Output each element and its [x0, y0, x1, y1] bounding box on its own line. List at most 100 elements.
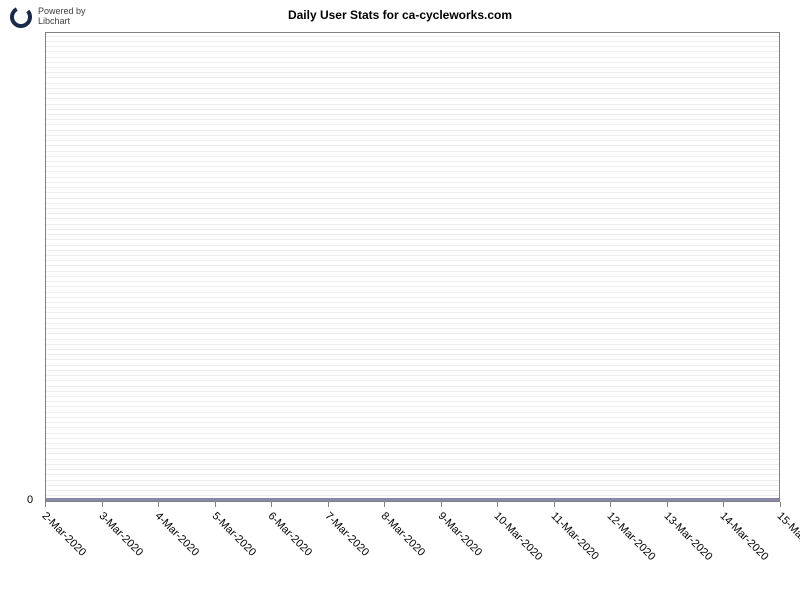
gridline	[46, 265, 779, 266]
gridline	[46, 182, 779, 183]
x-tick-mark	[780, 502, 781, 507]
gridline	[46, 459, 779, 460]
x-tick-label: 10-Mar-2020	[492, 510, 545, 563]
x-tick-mark	[328, 502, 329, 507]
gridline	[46, 318, 779, 319]
x-tick-mark	[45, 502, 46, 507]
gridline	[46, 427, 779, 428]
gridline	[46, 198, 779, 199]
x-tick-mark	[554, 502, 555, 507]
x-tick-label: 5-Mar-2020	[209, 510, 258, 559]
gridline	[46, 260, 779, 261]
x-tick-mark	[271, 502, 272, 507]
gridline	[46, 271, 779, 272]
gridline	[46, 495, 779, 496]
x-tick-label: 3-Mar-2020	[96, 510, 145, 559]
gridline	[46, 57, 779, 58]
gridline	[46, 98, 779, 99]
gridline	[46, 109, 779, 110]
gridline	[46, 156, 779, 157]
gridline	[46, 307, 779, 308]
x-tick-label: 13-Mar-2020	[661, 510, 714, 563]
x-tick-label: 15-Mar-2020	[775, 510, 800, 563]
gridline	[46, 41, 779, 42]
x-tick-label: 4-Mar-2020	[153, 510, 202, 559]
gridline	[46, 380, 779, 381]
gridline	[46, 359, 779, 360]
x-tick-mark	[667, 502, 668, 507]
gridline	[46, 224, 779, 225]
gridline	[46, 480, 779, 481]
gridline	[46, 349, 779, 350]
gridline	[46, 119, 779, 120]
x-tick-label: 14-Mar-2020	[718, 510, 771, 563]
gridline	[46, 328, 779, 329]
gridline	[46, 145, 779, 146]
x-tick-label: 7-Mar-2020	[322, 510, 371, 559]
gridline	[46, 448, 779, 449]
gridline	[46, 323, 779, 324]
gridline	[46, 302, 779, 303]
x-tick-mark	[215, 502, 216, 507]
gridline	[46, 370, 779, 371]
gridline	[46, 192, 779, 193]
x-tick-label: 8-Mar-2020	[379, 510, 428, 559]
gridline	[46, 104, 779, 105]
gridline	[46, 151, 779, 152]
gridline	[46, 292, 779, 293]
series-line	[46, 498, 779, 501]
gridline	[46, 255, 779, 256]
gridline	[46, 391, 779, 392]
gridline	[46, 365, 779, 366]
gridline	[46, 469, 779, 470]
y-tick-label: 0	[27, 494, 33, 506]
gridline	[46, 443, 779, 444]
gridline	[46, 401, 779, 402]
gridline	[46, 245, 779, 246]
gridline	[46, 386, 779, 387]
gridline	[46, 453, 779, 454]
gridline	[46, 339, 779, 340]
gridline	[46, 51, 779, 52]
gridline	[46, 281, 779, 282]
gridline	[46, 412, 779, 413]
gridline	[46, 72, 779, 73]
gridline	[46, 77, 779, 78]
gridline	[46, 406, 779, 407]
chart-plot-area	[45, 32, 780, 502]
gridline	[46, 276, 779, 277]
gridline	[46, 161, 779, 162]
gridline	[46, 433, 779, 434]
gridline	[46, 203, 779, 204]
x-tick-label: 6-Mar-2020	[266, 510, 315, 559]
gridline	[46, 297, 779, 298]
gridline	[46, 474, 779, 475]
gridline	[46, 312, 779, 313]
gridline	[46, 354, 779, 355]
gridline	[46, 229, 779, 230]
x-tick-label: 11-Mar-2020	[548, 510, 600, 562]
gridline	[46, 130, 779, 131]
gridline	[46, 239, 779, 240]
gridline	[46, 67, 779, 68]
gridline	[46, 250, 779, 251]
gridline	[46, 166, 779, 167]
gridline	[46, 114, 779, 115]
gridline	[46, 140, 779, 141]
gridline	[46, 135, 779, 136]
gridline	[46, 422, 779, 423]
gridline	[46, 417, 779, 418]
chart-title: Daily User Stats for ca-cycleworks.com	[0, 8, 800, 22]
gridline	[46, 171, 779, 172]
x-tick-mark	[610, 502, 611, 507]
gridline	[46, 88, 779, 89]
gridline	[46, 490, 779, 491]
x-tick-mark	[497, 502, 498, 507]
x-tick-label: 9-Mar-2020	[435, 510, 484, 559]
gridline	[46, 36, 779, 37]
gridline	[46, 177, 779, 178]
x-tick-mark	[723, 502, 724, 507]
gridline	[46, 464, 779, 465]
x-tick-mark	[102, 502, 103, 507]
gridline	[46, 438, 779, 439]
